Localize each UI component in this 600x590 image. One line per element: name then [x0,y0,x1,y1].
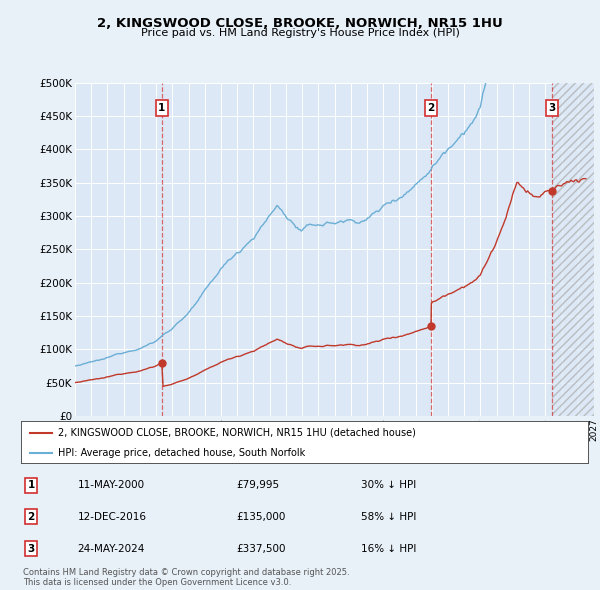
Text: 1: 1 [28,480,35,490]
Text: 2, KINGSWOOD CLOSE, BROOKE, NORWICH, NR15 1HU (detached house): 2, KINGSWOOD CLOSE, BROOKE, NORWICH, NR1… [58,428,416,438]
Text: HPI: Average price, detached house, South Norfolk: HPI: Average price, detached house, Sout… [58,448,305,457]
Text: 24-MAY-2024: 24-MAY-2024 [78,543,145,553]
Text: 1: 1 [158,103,166,113]
Text: 11-MAY-2000: 11-MAY-2000 [78,480,145,490]
Text: Contains HM Land Registry data © Crown copyright and database right 2025.
This d: Contains HM Land Registry data © Crown c… [23,568,349,587]
Text: £135,000: £135,000 [236,512,286,522]
Text: 16% ↓ HPI: 16% ↓ HPI [361,543,416,553]
Text: 58% ↓ HPI: 58% ↓ HPI [361,512,416,522]
Text: £337,500: £337,500 [236,543,286,553]
Text: 30% ↓ HPI: 30% ↓ HPI [361,480,416,490]
Text: Price paid vs. HM Land Registry's House Price Index (HPI): Price paid vs. HM Land Registry's House … [140,28,460,38]
Text: 2: 2 [28,512,35,522]
Text: 2: 2 [427,103,434,113]
Text: 2, KINGSWOOD CLOSE, BROOKE, NORWICH, NR15 1HU: 2, KINGSWOOD CLOSE, BROOKE, NORWICH, NR1… [97,17,503,30]
Text: 3: 3 [28,543,35,553]
Text: 12-DEC-2016: 12-DEC-2016 [78,512,146,522]
Text: 3: 3 [548,103,556,113]
Text: £79,995: £79,995 [236,480,280,490]
